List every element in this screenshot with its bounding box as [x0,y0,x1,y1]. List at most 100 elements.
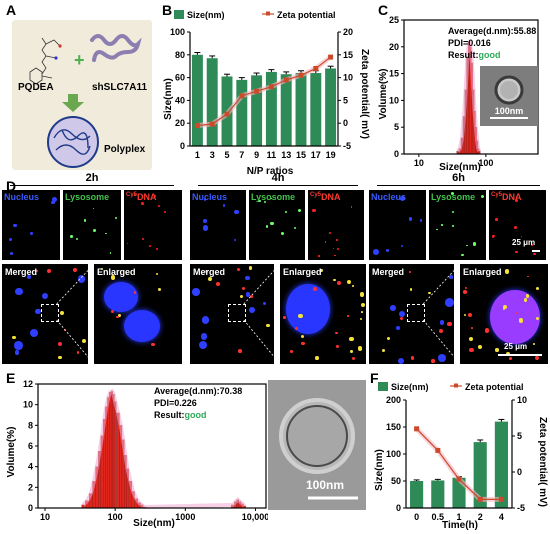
fluorescent-spot [449,275,453,279]
enlarged-label: Enlarged [97,267,136,277]
ytick-label: 12 [23,380,33,389]
fluorescent-spot [72,268,77,273]
scale-bar-big [498,354,542,356]
fluorescent-spot [294,327,298,331]
fluorescent-spot [535,286,539,290]
fluorescent-spot [373,248,379,255]
ytick-label: 50 [391,476,401,486]
fluorescent-spot [285,211,288,214]
fluorescent-spot [59,310,65,315]
fluorescent-spot [250,295,254,299]
channel-label-lysosome: Lysosome [431,192,476,202]
channel-label-cy5: Cy5 [310,192,322,198]
fluorescent-spot [347,279,352,284]
fluorescent-spot [199,341,207,350]
chart-c-tem-inset [480,66,538,126]
fluorescent-spot [463,290,467,294]
fluorescent-spot [155,272,158,275]
fluorescent-spot [472,242,476,246]
nucleus-blob [490,290,540,344]
panel-letter-d: D [6,178,17,194]
xtick-label: 13 [281,150,291,160]
fluorescent-spot [15,287,23,296]
fluorescent-spot [234,209,239,215]
time-label-4h: 4h [271,172,285,184]
y2tick-label: 20 [343,27,353,37]
xtick-label: 1 [456,512,461,522]
fluorescent-spot [471,327,474,329]
fluorescent-spot [492,234,495,238]
nucleus-blob [104,282,138,312]
chart-c-xlabel: Size(nm) [439,162,481,173]
fluorescent-spot [461,253,464,257]
channel-label-nucleus: Nucleus [371,192,407,202]
chart-f-ylabel: Size(nm) [374,449,385,491]
bar [206,58,218,146]
histogram-bar [110,391,113,509]
fluorescent-spot [233,238,237,242]
micrograph-enlarged-4h: Enlarged [280,264,366,364]
fluorescent-spot [281,231,285,236]
fluorescent-spot [333,278,336,282]
fluorescent-spot [438,328,444,333]
fluorescent-spot [361,311,363,313]
zoom-box [407,304,426,322]
fluorescent-spot [336,239,338,242]
fluorescent-spot [14,350,20,355]
fluorescent-spot [513,225,517,230]
fluorescent-spot [109,252,112,254]
micrograph-merged-4h: Merged [190,264,274,364]
fluorescent-spot [46,268,51,273]
fluorescent-spot [469,337,474,342]
fluorescent-spot [245,276,250,281]
fluorescent-spot [509,357,512,361]
xtick-label: 0 [414,512,419,522]
label-shslc7a11: shSLC7A11 [92,82,148,93]
fluorescent-spot [205,269,208,273]
fluorescent-spot [463,314,467,317]
fluorescent-spot [41,292,49,300]
fluorescent-spot [158,205,161,208]
channel-label-nucleus: Nucleus [4,192,40,202]
zeta-point [414,426,420,432]
fluorescent-spot [410,356,415,360]
bar [325,68,337,146]
time-bar [10,185,174,186]
zeta-point [283,77,289,83]
fluorescent-spot [200,333,208,340]
fluorescent-spot [203,225,209,231]
fluorescent-spot [70,234,74,238]
time-label-6h: 6h [452,172,465,184]
micrograph-dna-4h: Cy5DNA [308,190,364,260]
fluorescent-spot [294,226,297,230]
fluorescent-spot [357,346,363,351]
fluorescent-spot [153,194,157,197]
fluorescent-spot [111,275,116,280]
histogram-bar [107,397,110,509]
merged-label: Merged [5,267,38,277]
ytick-label: 6 [28,441,33,451]
ytick-label: 100 [170,27,185,37]
fluorescent-spot [336,280,341,285]
nucleus-blob [124,310,160,342]
fluorescent-spot [469,347,474,353]
chart-c-result-prefix: Result: [448,50,479,60]
zeta-point [328,54,334,60]
fluorescent-spot [525,294,530,298]
fluorescent-spot [111,310,115,314]
fluorescent-spot [26,274,32,280]
xtick-label: 1000 [175,512,195,522]
micrograph-nucleus-6h: Nucleus [369,190,426,260]
fluorescent-spot [534,355,539,360]
zeta-point [239,93,245,99]
chart-e-average: Average(d.nm):70.38 [154,386,242,396]
fluorescent-spot [133,291,136,294]
fluorescent-spot [10,251,14,255]
channel-label-nucleus: Nucleus [192,192,228,202]
fluorescent-spot [12,335,16,340]
fluorescent-spot [248,306,255,313]
micrograph-merged-2h: Merged [2,264,88,364]
xtick-label: 5 [224,150,229,160]
fluorescent-spot [351,284,354,287]
ytick-label: 40 [175,95,185,105]
